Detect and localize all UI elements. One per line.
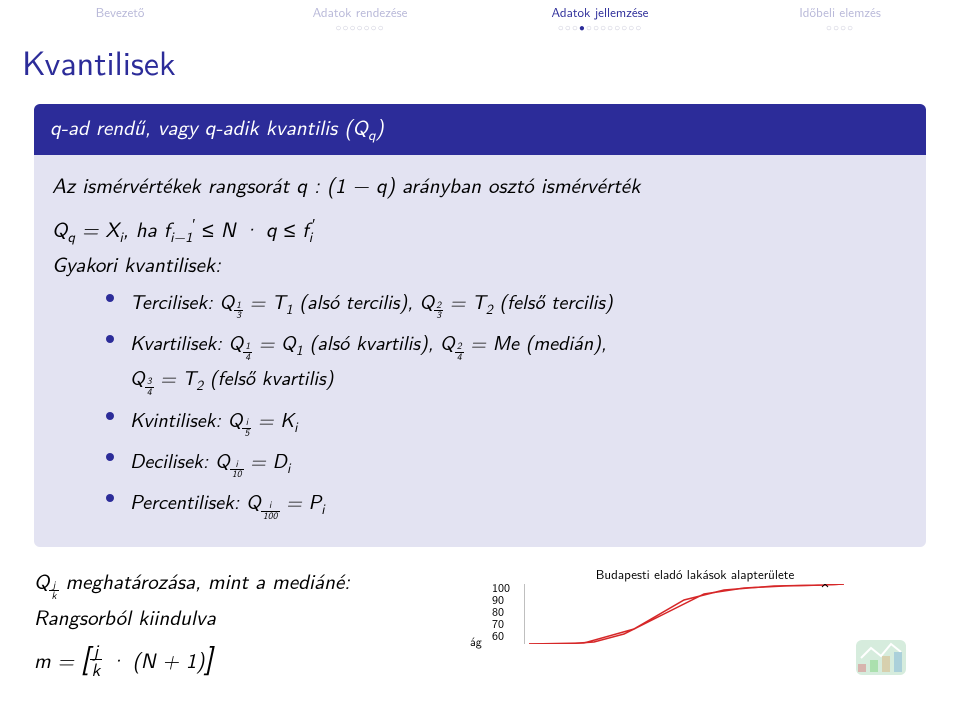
determination-text: Qjk meghatározása, mint a mediáné: Rangs…	[34, 565, 464, 679]
definition-block: q-ad rendű, vagy q-adik kvantilis (Qq) A…	[34, 104, 926, 547]
nav-tabs: Bevezető Adatok rendezése ○○○○○○○ Adatok…	[0, 0, 960, 28]
chart-title: Budapesti eladó lakások alapterülete	[464, 565, 926, 584]
list-item-quintiles: Kvintilisek: Qi5 = Ki	[130, 404, 908, 439]
chart-area: Budapesti eladó lakások alapterülete 100…	[464, 565, 926, 679]
tab-intro[interactable]: Bevezető	[0, 0, 240, 28]
body-text-post: arányban osztó ismérvérték	[402, 170, 641, 200]
list-item-terciles: Tercilisek: Q13 = T1 (alsó tercilis), Q2…	[130, 286, 908, 321]
tab-sorting[interactable]: Adatok rendezése ○○○○○○○	[240, 0, 480, 28]
quantile-formula: Qq = Xi, ha fi−1′ ≤ N · q ≤ fi′	[52, 213, 908, 249]
list-item-percentiles: Percentilisek: Qi100 = Pi	[130, 486, 908, 521]
block-header-text: q-ad rendű, vagy q-adik kvantilis (Qq)	[50, 112, 384, 142]
subtitle-rank: Rangsorból kiindulva	[34, 601, 464, 634]
lower-section: Qjk meghatározása, mint a mediáné: Rangs…	[34, 565, 926, 679]
common-quantiles-label: Gyakori kvantilisek:	[52, 248, 908, 282]
progress-dots: ○○○○	[720, 20, 960, 35]
body-ratio: q : (1 − q)	[296, 170, 395, 200]
progress-dots: ○○○○○○○	[240, 20, 480, 35]
dots-pre: ○○○	[558, 20, 579, 35]
ylabel-partial: ág	[470, 632, 482, 650]
quantile-list: Tercilisek: Q13 = T1 (alsó tercilis), Q2…	[90, 286, 908, 521]
progress-dots: ○○○●○○○○○○○○	[480, 20, 720, 35]
block-body: Az ismérvértékek rangsorát q : (1 − q) a…	[34, 155, 926, 547]
ytick: 60	[492, 626, 504, 644]
body-text-pre: Az ismérvértékek rangsorát	[52, 170, 296, 200]
watermark-logo	[846, 630, 916, 680]
cdf-chart: 100 90 80 70 60 ág	[524, 584, 844, 644]
tab-label: Bevezető	[0, 3, 240, 22]
page-title: Kvantilisek	[22, 36, 960, 86]
tab-temporal[interactable]: Időbeli elemzés ○○○○	[720, 0, 960, 28]
dots-post: ○○○○○○○○	[586, 20, 642, 35]
chart-svg	[524, 584, 844, 644]
formula-m: m = [jk · (N + 1)]	[34, 634, 464, 680]
list-item-deciles: Decilisek: Qi10 = Di	[130, 445, 908, 480]
block-header: q-ad rendű, vagy q-adik kvantilis (Qq)	[34, 104, 926, 155]
list-item-quartiles: Kvartilisek: Q14 = Q1 (alsó kvartilis), …	[130, 327, 908, 397]
tab-characterization[interactable]: Adatok jellemzése ○○○●○○○○○○○○	[480, 0, 720, 28]
dots-current: ●	[579, 20, 586, 35]
